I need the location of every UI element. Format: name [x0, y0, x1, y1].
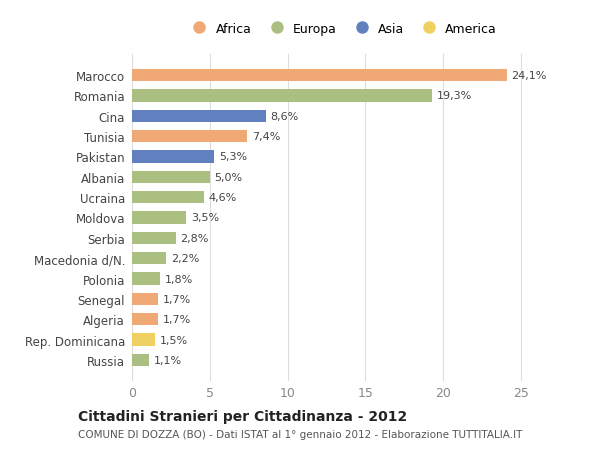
- Text: 1,5%: 1,5%: [160, 335, 188, 345]
- Text: 1,1%: 1,1%: [154, 355, 182, 365]
- Text: COMUNE DI DOZZA (BO) - Dati ISTAT al 1° gennaio 2012 - Elaborazione TUTTITALIA.I: COMUNE DI DOZZA (BO) - Dati ISTAT al 1° …: [78, 429, 523, 439]
- Bar: [132, 70, 507, 82]
- Text: 1,7%: 1,7%: [163, 314, 191, 325]
- Bar: [132, 151, 214, 163]
- Text: Cittadini Stranieri per Cittadinanza - 2012: Cittadini Stranieri per Cittadinanza - 2…: [78, 409, 407, 423]
- Text: 3,5%: 3,5%: [191, 213, 219, 223]
- Text: 4,6%: 4,6%: [208, 193, 236, 203]
- Bar: [132, 171, 210, 184]
- Bar: [132, 212, 187, 224]
- Bar: [132, 131, 247, 143]
- Bar: [132, 273, 160, 285]
- Text: 7,4%: 7,4%: [252, 132, 280, 142]
- Bar: [132, 111, 266, 123]
- Text: 1,7%: 1,7%: [163, 294, 191, 304]
- Text: 2,8%: 2,8%: [180, 233, 209, 243]
- Text: 5,3%: 5,3%: [219, 152, 247, 162]
- Text: 19,3%: 19,3%: [437, 91, 472, 101]
- Bar: [132, 354, 149, 366]
- Text: 5,0%: 5,0%: [214, 173, 242, 182]
- Bar: [132, 252, 166, 265]
- Text: 24,1%: 24,1%: [512, 71, 547, 81]
- Bar: [132, 334, 155, 346]
- Bar: [132, 90, 432, 102]
- Bar: [132, 192, 203, 204]
- Text: 8,6%: 8,6%: [271, 112, 299, 122]
- Bar: [132, 293, 158, 305]
- Bar: [132, 232, 176, 244]
- Legend: Africa, Europa, Asia, America: Africa, Europa, Asia, America: [183, 19, 501, 39]
- Bar: [132, 313, 158, 325]
- Text: 1,8%: 1,8%: [164, 274, 193, 284]
- Text: 2,2%: 2,2%: [171, 254, 199, 263]
